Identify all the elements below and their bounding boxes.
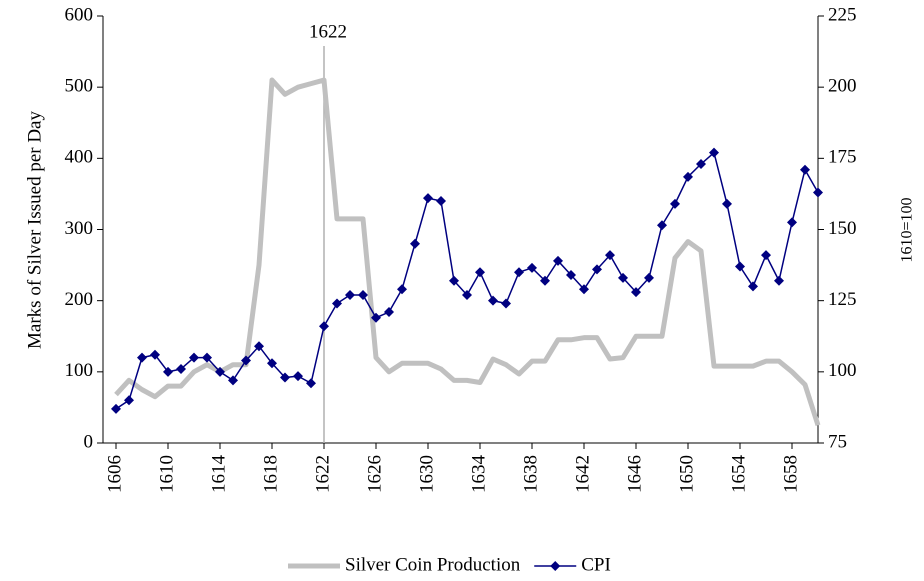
point-marker [748,281,758,292]
point-marker [696,159,706,170]
point-marker [397,284,407,295]
point-marker [345,289,355,300]
point-marker [150,349,160,360]
point-marker [202,352,212,363]
point-marker [618,272,628,283]
point-marker [241,355,251,366]
series-line [114,77,821,426]
legend-label: CPI [581,554,611,575]
x-tick-label: 1642 [572,455,593,493]
y-tick-label: 600 [65,4,94,25]
x-tick-label: 1610 [156,455,177,493]
point-marker [462,289,472,300]
point-marker [215,366,225,377]
point-marker [774,275,784,286]
y-tick-label: 500 [65,76,94,97]
point-marker [384,307,394,318]
point-marker [423,193,433,204]
point-marker [527,262,537,273]
point-marker [189,352,199,363]
point-marker [163,366,173,377]
y2-tick-label: 150 [828,218,857,239]
y2-tick-label: 125 [828,289,857,310]
point-marker [800,164,810,175]
point-marker [306,378,316,389]
point-marker [319,321,329,332]
x-tick-label: 1630 [416,455,437,493]
x-tick-label: 1622 [312,455,333,493]
legend-marker [550,561,561,571]
point-marker [358,289,368,300]
point-marker [540,275,550,286]
point-marker [592,264,602,275]
legend-label: Silver Coin Production [345,554,521,575]
x-tick-label: 1626 [364,455,385,493]
point-marker [670,198,680,209]
y-tick-label: 100 [65,360,94,381]
point-marker [436,196,446,207]
y2-axis-label: 1610=100 [899,197,916,262]
point-marker [449,275,459,286]
point-marker [566,270,576,281]
y-tick-label: 200 [65,289,94,310]
y2-tick-label: 225 [828,4,857,25]
x-tick-label: 1634 [468,455,489,494]
y-axis-label: Marks of Silver Issued per Day [24,111,45,349]
point-marker [605,250,615,261]
point-marker [137,352,147,363]
x-tick-label: 1606 [104,455,125,493]
point-marker [267,358,277,369]
point-marker [553,255,563,266]
x-tick-label: 1638 [520,455,541,493]
x-tick-label: 1654 [728,455,749,494]
point-marker [683,171,693,182]
point-marker [631,287,641,298]
point-marker [176,363,186,374]
point-marker [787,217,797,228]
x-tick-label: 1618 [260,455,281,493]
point-marker [293,371,303,382]
y2-tick-label: 75 [828,431,847,452]
x-tick-label: 1614 [208,455,229,494]
point-marker [735,261,745,272]
point-marker [332,298,342,309]
y-tick-label: 400 [65,147,94,168]
point-marker [254,341,264,352]
y2-tick-label: 200 [828,76,857,97]
point-marker [722,198,732,209]
point-marker [761,250,771,261]
point-marker [280,372,290,383]
y2-tick-label: 100 [828,360,857,381]
point-marker [124,395,134,406]
point-marker [475,267,485,278]
point-marker [501,298,511,309]
point-marker [410,238,420,249]
y-tick-label: 300 [65,218,94,239]
point-marker [579,284,589,295]
x-tick-label: 1658 [780,455,801,493]
point-marker [228,375,238,386]
point-marker [111,403,121,414]
point-marker [709,147,719,158]
x-tick-label: 1650 [676,455,697,493]
point-marker [371,312,381,323]
y2-tick-label: 175 [828,147,857,168]
point-marker [657,220,667,231]
y-tick-label: 0 [84,431,94,452]
point-marker [488,295,498,306]
point-marker [813,187,823,198]
x-tick-label: 1646 [624,455,645,493]
point-marker [644,272,654,283]
point-marker [514,267,524,278]
annotation-text: 1622 [309,21,347,42]
